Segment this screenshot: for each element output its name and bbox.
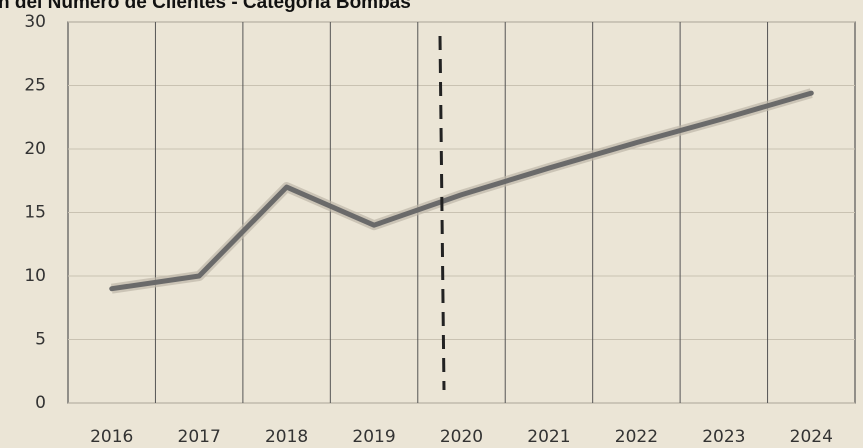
x-tick-label: 2016: [90, 427, 133, 447]
forecast-divider: [438, 35, 446, 391]
y-tick-label: 25: [24, 76, 46, 96]
y-tick-label: 0: [35, 393, 46, 413]
x-tick-label: 2022: [615, 427, 658, 447]
x-tick-label: 2024: [790, 427, 833, 447]
x-tick-label: 2018: [265, 427, 308, 447]
y-tick-label: 20: [24, 139, 46, 159]
line: [109, 90, 814, 292]
y-tick-label: 5: [35, 330, 46, 350]
y-tick-label: 15: [24, 203, 46, 223]
y-tick-label: 10: [24, 266, 46, 286]
x-tick-label: 2023: [702, 427, 745, 447]
x-tick-label: 2021: [527, 427, 570, 447]
x-tick-label: 2020: [440, 427, 483, 447]
chart-title: n del Número de Clientes - Categoria Bom…: [0, 0, 411, 13]
x-tick-label: 2019: [352, 427, 395, 447]
y-tick-label: 30: [24, 12, 46, 32]
x-tick-label: 2017: [178, 427, 221, 447]
